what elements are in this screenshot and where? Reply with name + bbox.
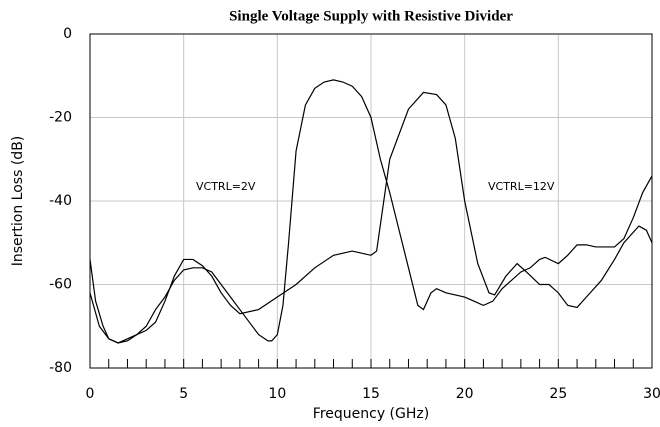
x-tick-label: 10 <box>268 386 286 402</box>
x-tick-label: 30 <box>643 386 660 402</box>
x-tick-label: 20 <box>456 386 474 402</box>
y-tick-label: 0 <box>63 26 72 42</box>
x-tick-label: 0 <box>86 386 95 402</box>
y-tick-label: -20 <box>49 110 72 126</box>
y-axis-label: Insertion Loss (dB) <box>10 136 26 267</box>
annotation: VCTRL=12V <box>488 180 555 193</box>
x-axis-label: Frequency (GHz) <box>313 406 429 422</box>
y-tick-label: -80 <box>49 360 72 376</box>
series-line <box>89 91 653 344</box>
x-tick-label: 25 <box>549 386 567 402</box>
x-tick-label: 5 <box>179 386 188 402</box>
plot-frame <box>89 33 653 369</box>
y-tick-label: -40 <box>49 193 72 209</box>
series-line <box>89 79 653 344</box>
y-tick-label: -60 <box>49 277 72 293</box>
annotation: VCTRL=2V <box>196 180 256 193</box>
x-tick-label: 15 <box>362 386 380 402</box>
chart-title: Single Voltage Supply with Resistive Div… <box>229 8 513 24</box>
